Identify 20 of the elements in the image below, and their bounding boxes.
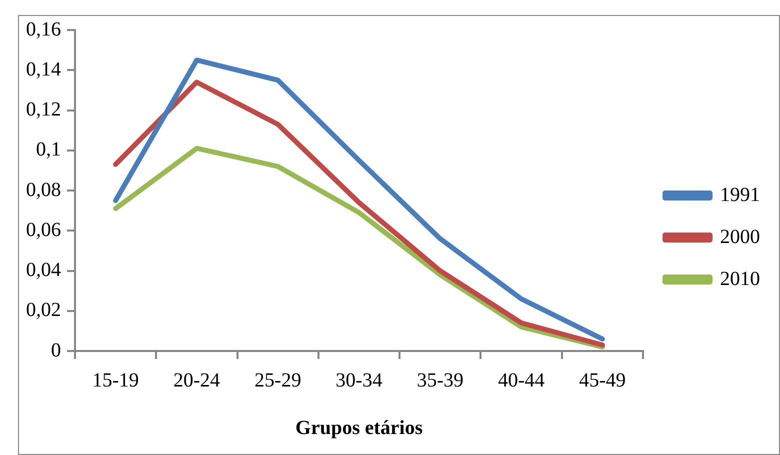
x-axis-title: Grupos etários [295, 417, 423, 440]
x-tick-label: 20-24 [173, 369, 220, 392]
y-tick-label: 0,12 [26, 98, 61, 120]
y-tick-label: 0,1 [36, 138, 61, 161]
x-tick-label: 15-19 [92, 369, 139, 392]
legend-label: 2000 [720, 226, 760, 248]
y-tick-label: 0,06 [26, 218, 61, 241]
legend-label: 2010 [720, 268, 760, 290]
x-tick-label: 30-34 [336, 369, 382, 392]
x-tick-label: 25-29 [254, 369, 302, 392]
x-tick-label: 35-39 [416, 369, 464, 392]
x-tick-label: 40-44 [498, 369, 545, 392]
legend-label: 1991 [720, 184, 760, 206]
y-tick-label: 0,14 [26, 58, 61, 80]
y-tick-label: 0,08 [26, 178, 61, 201]
y-tick-label: 0,16 [26, 18, 61, 40]
x-tick-label: 45-49 [579, 369, 626, 392]
y-tick-label: 0,02 [26, 299, 61, 322]
y-tick-label: 0 [51, 339, 61, 362]
y-tick-label: 0,04 [26, 259, 61, 281]
